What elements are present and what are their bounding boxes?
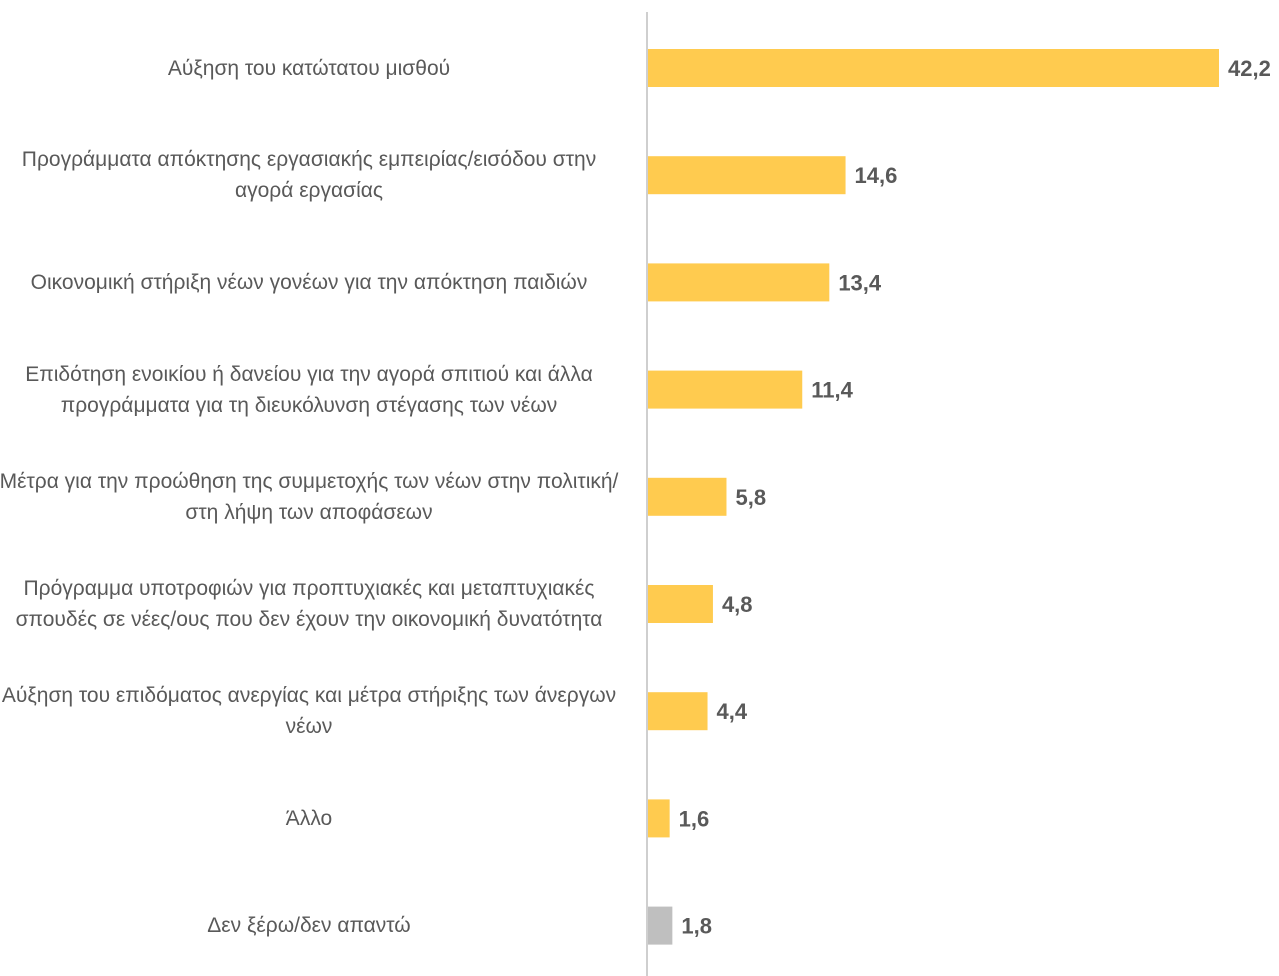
data-label: 13,4	[838, 270, 882, 295]
category-label: Προγράμματα απόκτησης εργασιακής εμπειρί…	[21, 148, 597, 203]
category-label: Δεν ξέρω/δεν απαντώ	[207, 914, 411, 938]
data-label: 11,4	[811, 378, 853, 403]
category-label: Επιδότηση ενοικίου ή δανείου για την αγο…	[25, 362, 593, 417]
data-label: 4,4	[717, 699, 748, 724]
bar	[648, 263, 830, 302]
bar	[648, 585, 713, 623]
bar	[648, 692, 708, 731]
bar	[648, 156, 846, 195]
category-label: Αύξηση του κατώτατου μισθού	[167, 56, 451, 80]
data-label: 5,8	[735, 485, 766, 510]
data-label: 1,6	[679, 806, 710, 831]
bar	[648, 477, 727, 516]
bar	[648, 906, 673, 945]
data-label: 1,8	[681, 914, 712, 939]
category-label: Αύξηση του επιδόματος ανεργίας και μέτρα…	[1, 684, 617, 739]
category-label: Οικονομική στήριξη νέων γονέων για την α…	[30, 270, 588, 294]
data-label: 4,8	[722, 592, 753, 617]
bar	[648, 370, 803, 409]
category-label: Μέτρα για την προώθηση της συμμετοχής τω…	[0, 469, 619, 524]
category-label: Πρόγραμμα υποτροφιών για προπτυχιακές κα…	[15, 577, 603, 631]
category-label: Άλλο	[285, 806, 333, 830]
data-label: 14,6	[855, 163, 898, 188]
data-label: 42,2	[1228, 56, 1271, 81]
bar	[648, 799, 670, 838]
bar	[648, 49, 1219, 87]
